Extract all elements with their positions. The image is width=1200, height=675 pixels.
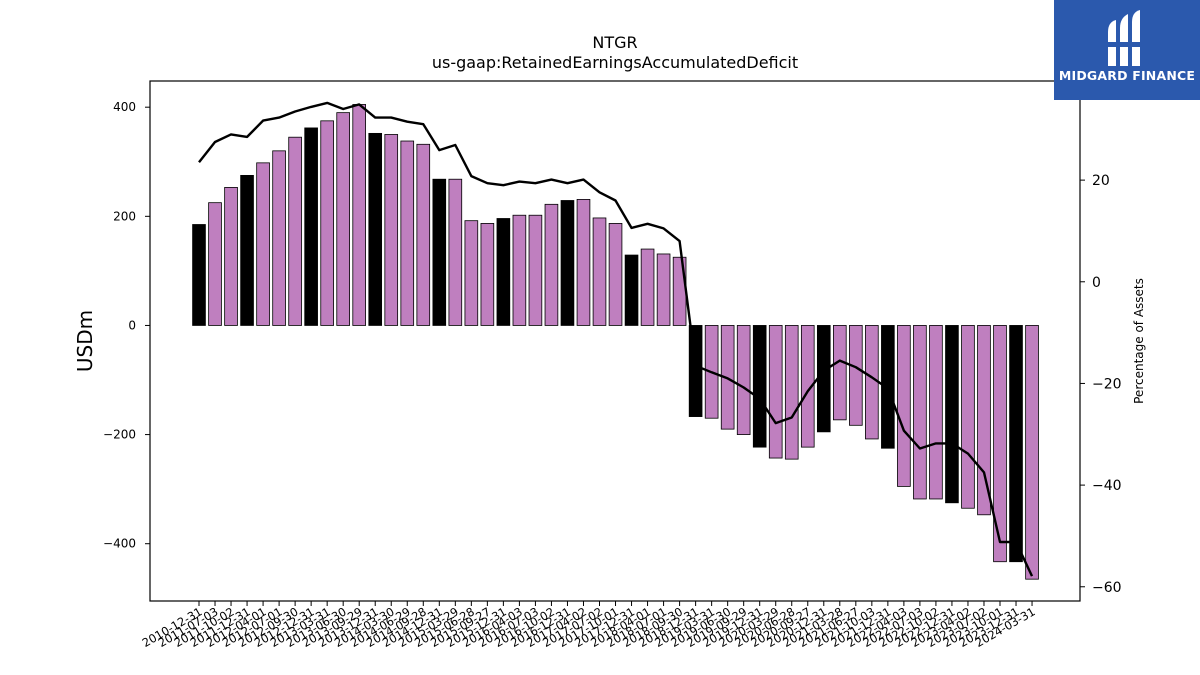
bar-2011-07-03	[208, 202, 222, 326]
brand-logo: MIDGARD FINANCE	[1054, 0, 1200, 100]
bar-2023-07-02	[977, 325, 991, 516]
brand-name: MIDGARD FINANCE	[1058, 68, 1196, 83]
bar-2019-12-31	[752, 325, 767, 448]
bar-2010-12-31	[192, 224, 206, 326]
percentage-line	[198, 101, 1034, 577]
y-axis-label: USDm	[73, 310, 97, 372]
bar-2022-04-03	[897, 325, 911, 487]
bar-2022-10-02	[929, 325, 943, 500]
chart-subtitle: us-gaap:RetainedEarningsAccumulatedDefic…	[432, 53, 798, 72]
bar-2017-12-31	[624, 254, 639, 326]
bar-2023-12-31	[1009, 325, 1023, 563]
y2-axis-label: Percentage of Assets	[1132, 278, 1146, 404]
percentage-line-series	[198, 101, 1034, 577]
bar-2012-12-31	[304, 127, 318, 326]
x-axis: 2010-12-312011-07-032011-10-022011-12-31…	[140, 601, 1038, 650]
bar-2020-06-28	[784, 325, 799, 460]
left-y-axis: −400 −200 0 200 400	[103, 100, 150, 551]
bar-2021-12-31	[881, 325, 895, 449]
bar-2023-04-02	[961, 325, 975, 509]
bar-2019-09-29	[736, 325, 751, 435]
y2-tick-label: 20	[1092, 173, 1110, 189]
bar-2014-03-30	[384, 134, 399, 326]
y-tick-label: 0	[128, 318, 136, 332]
bar-2020-09-27	[800, 325, 815, 448]
bar-2012-07-01	[272, 150, 286, 326]
bar-2017-07-02	[592, 217, 607, 326]
chart-title: NTGR	[592, 33, 637, 52]
y-tick-label: 200	[113, 209, 136, 223]
bar-2014-09-28	[416, 143, 431, 326]
bar-2013-09-29	[352, 104, 366, 326]
y2-tick-label: −40	[1092, 478, 1122, 494]
y2-tick-label: −60	[1092, 580, 1122, 596]
midgard-logo-icon	[1106, 10, 1146, 66]
bar-2020-12-31	[816, 325, 831, 433]
y2-tick-label: 0	[1092, 275, 1101, 291]
bar-2013-12-31	[368, 132, 383, 326]
bar-2015-06-28	[464, 220, 479, 326]
bar-2011-10-02	[224, 187, 238, 326]
bar-series	[192, 104, 1039, 580]
bar-2022-07-03	[913, 325, 927, 500]
bar-2015-12-31	[496, 218, 511, 326]
y2-tick-label: −20	[1092, 376, 1122, 392]
bar-2023-10-01	[993, 325, 1007, 563]
plot-frame	[149, 80, 1081, 602]
bar-2017-10-01	[608, 223, 623, 326]
bar-2021-06-27	[849, 325, 863, 426]
y-tick-label: −200	[103, 428, 136, 442]
bar-2012-09-30	[288, 136, 302, 326]
right-y-axis: −60 −40 −20 0 20	[1080, 173, 1122, 596]
bar-2013-03-31	[320, 120, 334, 326]
bar-2016-10-02	[544, 203, 559, 326]
bar-2015-03-29	[448, 178, 463, 326]
bar-2016-04-03	[512, 214, 527, 326]
bar-2022-12-31	[945, 325, 959, 504]
bar-2018-07-01	[656, 253, 671, 326]
bar-2021-03-28	[833, 325, 847, 421]
bar-2011-12-31	[240, 174, 254, 326]
bar-2020-03-29	[768, 325, 783, 459]
bar-2017-04-02	[576, 199, 591, 326]
y-tick-label: −400	[103, 537, 136, 551]
bar-2024-03-31	[1025, 325, 1039, 580]
bar-2016-12-31	[560, 200, 575, 326]
bar-2012-04-01	[256, 162, 270, 326]
y-tick-label: 400	[113, 100, 136, 114]
bar-2018-04-01	[640, 248, 655, 326]
bar-2021-10-03	[865, 325, 879, 440]
bar-2013-06-30	[336, 112, 350, 326]
bar-2016-07-03	[528, 214, 543, 326]
bar-2014-06-29	[400, 140, 415, 326]
bar-2014-12-31	[432, 178, 447, 326]
bar-2015-09-27	[480, 223, 495, 326]
